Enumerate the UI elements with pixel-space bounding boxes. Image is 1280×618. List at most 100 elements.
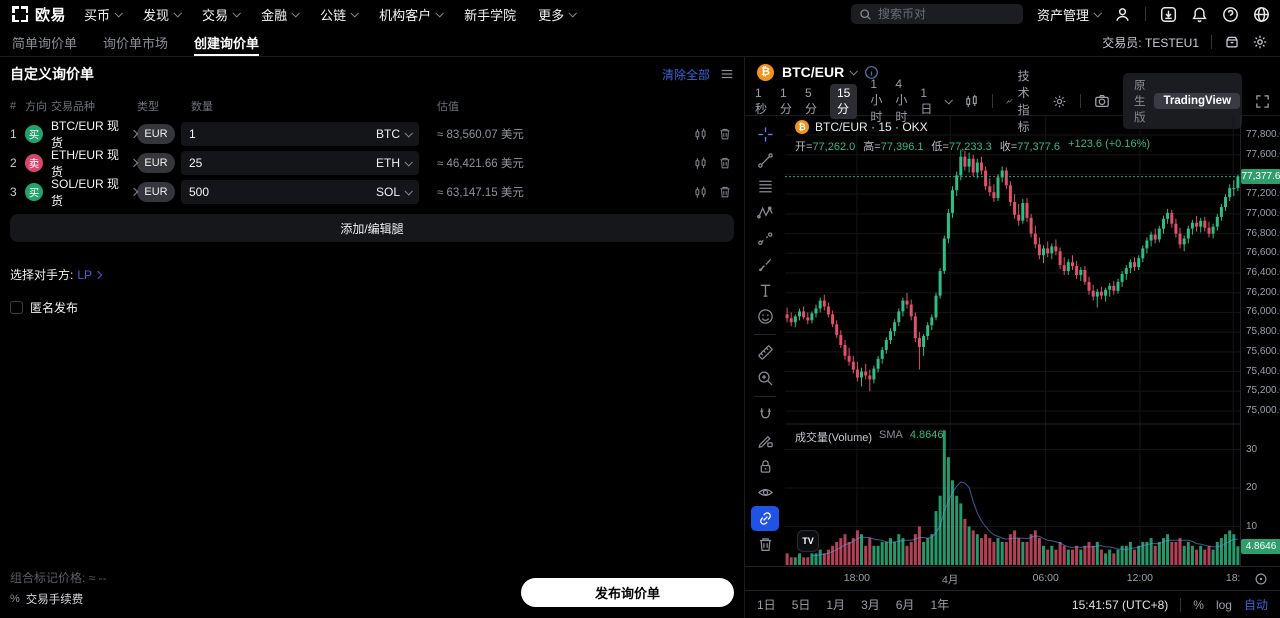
draw-edit-tool-icon[interactable] — [751, 428, 779, 453]
chart-settings-icon[interactable] — [1052, 94, 1067, 109]
interval-1日[interactable]: 1日 — [920, 85, 933, 116]
clock[interactable]: 15:41:57 (UTC+8) — [1071, 597, 1169, 612]
pair-selector[interactable]: SOL/EUR 现货 — [51, 175, 139, 209]
mini-chart-icon[interactable] — [693, 156, 708, 171]
nav-item-7[interactable]: 更多 — [538, 5, 578, 24]
symbol-selector[interactable]: BTC/EUR — [782, 64, 859, 80]
unit-dropdown[interactable]: ETH — [376, 156, 413, 170]
tab-0[interactable]: 简单询价单 — [12, 35, 78, 51]
nav-item-3[interactable]: 金融 — [261, 5, 301, 24]
text-tool-icon[interactable] — [751, 278, 779, 303]
price-axis[interactable]: 77,377.6 4.8646 77,800.077,600.077,400.0… — [1240, 116, 1280, 566]
interval-5分[interactable]: 5分 — [805, 85, 818, 116]
chart-canvas[interactable]: ₿ BTC/EUR · 15 · OKX 开=77,262.0 高=77,396… — [785, 116, 1240, 566]
brush-tool-icon[interactable] — [751, 252, 779, 277]
counterparty-link[interactable]: LP — [77, 268, 103, 282]
crosshair-tool-icon[interactable] — [751, 122, 779, 147]
clear-all-link[interactable]: 清除全部 — [661, 67, 710, 82]
pair-selector[interactable]: BTC/EUR 现货 — [51, 117, 139, 151]
mini-chart-icon[interactable] — [693, 127, 708, 142]
trading-fee[interactable]: % 交易手续费 — [10, 593, 84, 606]
interval-1小时[interactable]: 1小时 — [870, 77, 883, 124]
range-5日[interactable]: 5日 — [791, 598, 811, 612]
price-tick: 76,600.0 — [1246, 247, 1280, 259]
sync-drawing-tool-icon[interactable] — [751, 506, 779, 531]
anonymous-checkbox[interactable] — [10, 301, 23, 314]
unit-dropdown[interactable]: BTC — [376, 127, 413, 141]
amount-input[interactable] — [189, 185, 376, 199]
log-scale-button[interactable]: log — [1215, 597, 1232, 612]
hide-tool-icon[interactable] — [751, 480, 779, 505]
publish-rfq-button[interactable]: 发布询价单 — [521, 578, 734, 607]
search-input[interactable] — [877, 7, 998, 21]
info-icon[interactable] — [864, 65, 879, 80]
delete-icon[interactable] — [718, 156, 732, 170]
pair-selector[interactable]: ETH/EUR 现货 — [51, 146, 139, 180]
interval-4小时[interactable]: 4小时 — [895, 77, 908, 124]
list-menu-icon[interactable] — [720, 67, 734, 81]
nav-item-0[interactable]: 买币 — [84, 5, 123, 24]
search-box[interactable] — [850, 4, 1023, 24]
interval-15分[interactable]: 15分 — [830, 83, 858, 119]
tradingview-mode-button[interactable]: TradingView — [1154, 93, 1241, 109]
download-icon[interactable] — [1160, 6, 1177, 23]
interval-1秒[interactable]: 1秒 — [755, 85, 768, 116]
nav-item-2[interactable]: 交易 — [202, 5, 242, 24]
add-edit-legs-button[interactable]: 添加/编辑腿 — [10, 214, 734, 242]
scroll-to-realtime-icon[interactable] — [1254, 572, 1268, 586]
ruler-tool-icon[interactable] — [751, 340, 779, 365]
tab-2[interactable]: 创建询价单 — [194, 28, 260, 56]
auto-scale-button[interactable]: 自动 — [1243, 598, 1268, 612]
tab-1[interactable]: 询价单市场 — [103, 35, 169, 51]
delete-icon[interactable] — [718, 185, 732, 199]
assets-menu[interactable]: 资产管理 — [1037, 5, 1102, 24]
range-3月[interactable]: 3月 — [861, 598, 880, 612]
pattern-tool-icon[interactable] — [751, 200, 779, 225]
orders-box-icon[interactable] — [1224, 34, 1240, 50]
help-icon[interactable] — [1222, 6, 1239, 23]
nav-item-1[interactable]: 发现 — [143, 5, 182, 24]
zoom-in-tool-icon[interactable] — [751, 366, 779, 391]
unit-dropdown[interactable]: SOL — [376, 185, 413, 199]
amount-input[interactable] — [189, 156, 376, 170]
amount-field[interactable]: SOL — [181, 180, 419, 204]
lock-tool-icon[interactable] — [751, 454, 779, 479]
okx-logo[interactable]: 欧易 — [12, 4, 66, 25]
delete-icon[interactable] — [718, 127, 732, 141]
chart-toolbar: 1秒 1分 5分 15分 1小时 4小时 1日 技术指标 原生版 — [745, 69, 1280, 134]
nav-item-4[interactable]: 公链 — [320, 5, 360, 24]
trendline-tool-icon[interactable] — [751, 148, 779, 173]
currency-pill[interactable]: EUR — [137, 153, 175, 173]
currency-pill[interactable]: EUR — [137, 182, 175, 202]
emoji-tool-icon[interactable] — [751, 304, 779, 329]
range-1年[interactable]: 1年 — [930, 598, 950, 612]
candle-type-icon[interactable] — [964, 94, 979, 109]
amount-field[interactable]: ETH — [181, 151, 419, 175]
nav-item-6[interactable]: 新手学院 — [464, 7, 517, 23]
amount-input[interactable] — [189, 127, 376, 141]
amount-field[interactable]: BTC — [181, 122, 419, 146]
interval-more-dropdown[interactable] — [944, 96, 954, 105]
settings-icon[interactable] — [1252, 34, 1268, 50]
time-axis[interactable]: 18:00 4月 06:00 12:00 18: — [745, 566, 1280, 590]
user-icon[interactable] — [1114, 6, 1131, 23]
percent-scale-button[interactable]: % — [1193, 597, 1204, 612]
interval-1分[interactable]: 1分 — [780, 85, 793, 116]
tradingview-logo[interactable]: TV — [797, 530, 819, 552]
globe-icon[interactable] — [1253, 6, 1270, 23]
currency-pill[interactable]: EUR — [137, 124, 175, 144]
range-1日[interactable]: 1日 — [757, 598, 776, 612]
expand-icon[interactable] — [1255, 94, 1270, 109]
indicators-button[interactable]: 技术指标 — [1006, 67, 1040, 135]
snapshot-camera-icon[interactable] — [1094, 93, 1110, 109]
bell-icon[interactable] — [1191, 6, 1208, 23]
forecast-tool-icon[interactable] — [751, 226, 779, 251]
magnet-tool-icon[interactable] — [751, 402, 779, 427]
price-tick: 75,200.0 — [1246, 385, 1280, 397]
trash-tool-icon[interactable] — [751, 532, 779, 557]
range-6月[interactable]: 6月 — [895, 598, 915, 612]
range-1月[interactable]: 1月 — [826, 598, 846, 612]
nav-item-5[interactable]: 机构客户 — [379, 5, 445, 24]
mini-chart-icon[interactable] — [693, 185, 708, 200]
fib-tool-icon[interactable] — [751, 174, 779, 199]
